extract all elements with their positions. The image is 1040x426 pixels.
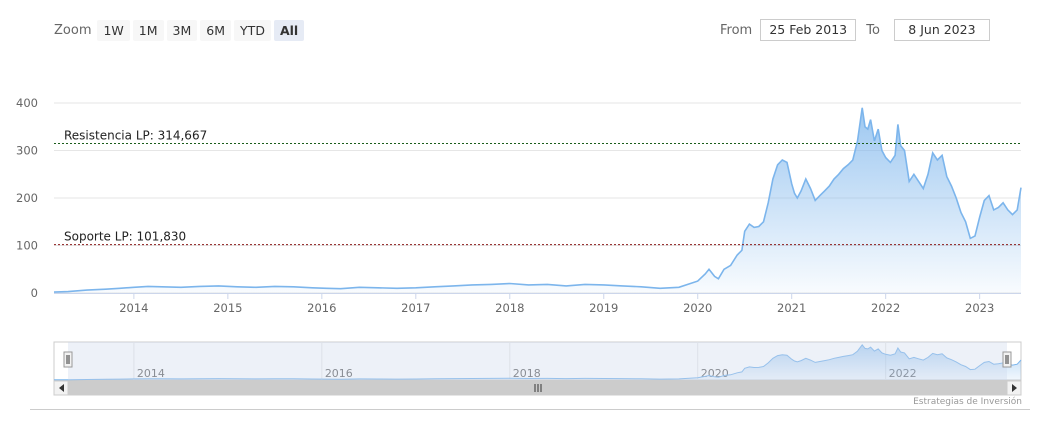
chart-credit[interactable]: Estrategias de Inversión xyxy=(913,397,1022,407)
navigator-selection-mask[interactable] xyxy=(68,342,1007,380)
from-date-input[interactable]: 25 Feb 2013 xyxy=(760,19,857,41)
x-tick-label: 2014 xyxy=(119,301,148,315)
zoom-bar: Zoom 1W 1M 3M 6M YTD All xyxy=(54,18,307,42)
x-tick-label: 2020 xyxy=(683,301,712,315)
x-tick-label: 2016 xyxy=(307,301,336,315)
x-tick-label: 2022 xyxy=(871,301,900,315)
series-area xyxy=(54,107,1021,293)
support-label: Soporte LP: 101,830 xyxy=(64,230,186,244)
x-tick-label: 2017 xyxy=(401,301,430,315)
navigator-series-area xyxy=(54,344,1021,380)
navigator-x-label: 2014 xyxy=(137,367,165,380)
y-tick-label: 200 xyxy=(16,191,38,205)
handle-body[interactable] xyxy=(63,351,73,368)
x-tick-label: 2019 xyxy=(589,301,618,315)
x-tick-label: 2023 xyxy=(965,301,994,315)
x-tick-label: 2015 xyxy=(213,301,242,315)
zoom-6m-button[interactable]: 6M xyxy=(200,19,232,41)
zoom-1m-button[interactable]: 1M xyxy=(132,19,164,41)
zoom-all-button[interactable]: All xyxy=(273,19,305,41)
scrollbar-left-arrow-icon[interactable] xyxy=(59,384,64,392)
handle-body[interactable] xyxy=(1002,351,1012,368)
x-tick-label: 2018 xyxy=(495,301,524,315)
y-tick-label: 100 xyxy=(16,239,38,253)
navigator-series-line xyxy=(53,343,1022,381)
navigator-x-label: 2016 xyxy=(325,367,353,380)
resistance-label: Resistencia LP: 314,667 xyxy=(64,129,207,143)
from-label: From xyxy=(720,22,753,38)
to-date-input[interactable]: 8 Jun 2023 xyxy=(893,19,990,41)
navigator-left-handle[interactable] xyxy=(63,351,73,368)
zoom-1w-button[interactable]: 1W xyxy=(97,19,130,41)
y-tick-label: 300 xyxy=(16,144,38,158)
navigator-right-handle[interactable] xyxy=(1002,351,1012,368)
date-range: From 25 Feb 2013 To 8 Jun 2023 xyxy=(720,18,990,42)
zoom-ytd-button[interactable]: YTD xyxy=(234,19,271,41)
y-tick-label: 0 xyxy=(31,286,38,300)
series-line xyxy=(53,107,1022,293)
zoom-3m-button[interactable]: 3M xyxy=(166,19,198,41)
to-label: To xyxy=(866,22,880,38)
y-tick-label: 400 xyxy=(16,96,38,110)
navigator-x-label: 2018 xyxy=(513,367,541,380)
x-tick-label: 2021 xyxy=(777,301,806,315)
scrollbar-right-arrow-icon[interactable] xyxy=(1012,384,1017,392)
zoom-label: Zoom xyxy=(54,22,92,38)
